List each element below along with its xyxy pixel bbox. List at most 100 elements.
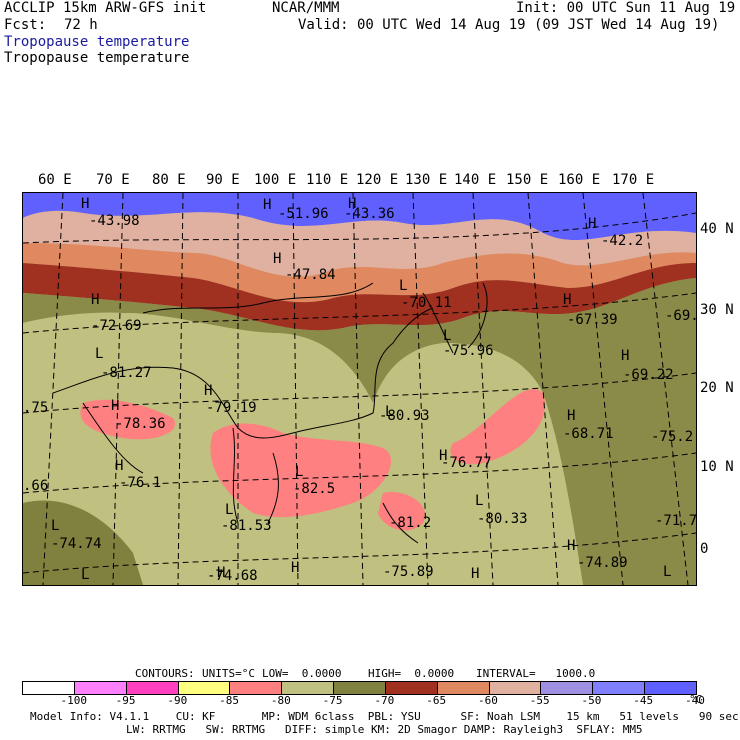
map-extremum-label: L [443, 328, 452, 344]
legend-color-box [282, 682, 335, 694]
forecast-label: Fcst: [4, 17, 47, 33]
model-title: ACCLIP 15km ARW-GFS init [4, 0, 207, 16]
legend-color-box [230, 682, 283, 694]
map-extremum-label: -69. [665, 308, 697, 324]
longitude-label: 170 E [612, 172, 655, 188]
legend-tick-label: -55 [529, 694, 550, 707]
longitude-label: 60 E [38, 172, 72, 188]
map-extremum-label: H [567, 538, 576, 554]
map-extremum-label: H [204, 383, 213, 399]
legend-color-box [593, 682, 646, 694]
map-extremum-label: -67.39 [567, 312, 618, 328]
forecast-hours: 72 h [64, 17, 98, 33]
latitude-label: 20 N [700, 380, 734, 396]
legend-tick-label: -50 [581, 694, 602, 707]
map-extremum-label: L [295, 464, 304, 480]
map-extremum-label: -74.89 [577, 555, 628, 571]
latitude-label: 40 N [700, 221, 734, 237]
map-extremum-label: -42.2 [601, 233, 644, 249]
longitude-label: 140 E [454, 172, 497, 188]
map-extremum-label: -43.98 [89, 213, 140, 229]
legend-tick-label: -45 [633, 694, 654, 707]
legend-tick-label: -40 [685, 694, 705, 707]
map-extremum-label: -75.89 [383, 564, 434, 580]
map-extremum-label: -51.96 [278, 206, 329, 222]
longitude-label: 160 E [558, 172, 601, 188]
map-canvas [23, 193, 696, 585]
map-extremum-label: H [563, 292, 572, 308]
valid-time: Valid: 00 UTC Wed 14 Aug 19 (09 JST Wed … [298, 17, 720, 33]
map-extremum-label: L [95, 346, 104, 362]
map-extremum-label: -74.74 [51, 536, 102, 552]
center-label: NCAR/MMM [272, 0, 340, 16]
init-time: Init: 00 UTC Sun 11 Aug 19 [516, 0, 736, 16]
longitude-label: 80 E [152, 172, 186, 188]
map-extremum-label: -78.36 [115, 416, 166, 432]
map-extremum-label: H [91, 292, 100, 308]
map-extremum-label: L [385, 404, 394, 420]
map-extremum-label: H [111, 398, 120, 414]
map-extremum-label: L [475, 493, 484, 509]
map-extremum-label: -81.27 [101, 365, 152, 381]
legend-color-box [489, 682, 542, 694]
legend-tick-label: -65 [426, 694, 447, 707]
legend-color-box [126, 682, 179, 694]
map-extremum-label: H [291, 560, 300, 576]
legend-color-box [645, 682, 696, 694]
longitude-label: 120 E [356, 172, 399, 188]
legend-color-box [437, 682, 490, 694]
legend-color-box [23, 682, 75, 694]
longitude-label: 70 E [96, 172, 130, 188]
map-extremum-label: -81.53 [221, 518, 272, 534]
map-extremum-label: -82.5 [293, 481, 336, 497]
legend-color-box [541, 682, 594, 694]
map-extremum-label: -68.71 [563, 426, 614, 442]
legend-tick-label: -60 [477, 694, 498, 707]
legend-color-box [385, 682, 438, 694]
longitude-label: 150 E [506, 172, 549, 188]
map-extremum-label: H [588, 216, 597, 232]
map-extremum-label: -80.33 [477, 511, 528, 527]
longitude-label: 130 E [405, 172, 448, 188]
legend-tick-label: -75 [322, 694, 343, 707]
map-extremum-label: H [81, 196, 90, 212]
legend-tick-label: -85 [219, 694, 239, 707]
legend-tick-label: -95 [115, 694, 136, 707]
field-title-1: Tropopause temperature [4, 34, 190, 50]
map-extremum-label: -69.22 [623, 367, 674, 383]
map-extremum-label: .75 [23, 400, 49, 416]
map-extremum-label: H [273, 251, 282, 267]
map-extremum-label: -76.1 [119, 475, 162, 491]
longitude-label: 90 E [206, 172, 240, 188]
latitude-label: 10 N [700, 459, 734, 475]
map-extremum-label: -47.84 [285, 267, 336, 283]
map-extremum-label: L [399, 278, 408, 294]
legend-color-box [74, 682, 127, 694]
map-extremum-label: H [348, 196, 357, 212]
model-info-line-1: Model Info: V4.1.1 CU: KF MP: WDM 6class… [30, 710, 739, 723]
legend-tick-label: -90 [167, 694, 188, 707]
map-extremum-label: -80.93 [379, 408, 430, 424]
legend-color-box [178, 682, 231, 694]
legend-unit: °C [689, 693, 703, 706]
interval-label: INTERVAL= 1000.0 [476, 667, 596, 680]
latitude-label: 0 [700, 541, 709, 557]
map-extremum-label: -43.36 [344, 206, 395, 222]
map-extremum-label: H [471, 566, 480, 582]
map-extremum-label: -75.96 [443, 343, 494, 359]
color-legend [22, 681, 697, 695]
map-extremum-label: -70.11 [401, 295, 452, 311]
map-extremum-label: .66 [23, 478, 49, 494]
map-extremum-label: H [263, 197, 272, 213]
map-extremum-label: -81.2 [389, 515, 432, 531]
map-extremum-label: -76.77 [441, 455, 492, 471]
low-label: LOW= 0.0000 [262, 667, 342, 680]
model-info-line-2: LW: RRTMG SW: RRTMG DIFF: simple KM: 2D … [126, 723, 643, 736]
map-extremum-label: -74.68 [207, 568, 258, 584]
map-extremum-label: H [115, 458, 124, 474]
latitude-label: 30 N [700, 302, 734, 318]
map-extremum-label: -79.19 [206, 400, 257, 416]
contours-label: CONTOURS: [135, 667, 195, 680]
map-extremum-label: L [81, 567, 90, 583]
longitude-label: 110 E [306, 172, 349, 188]
